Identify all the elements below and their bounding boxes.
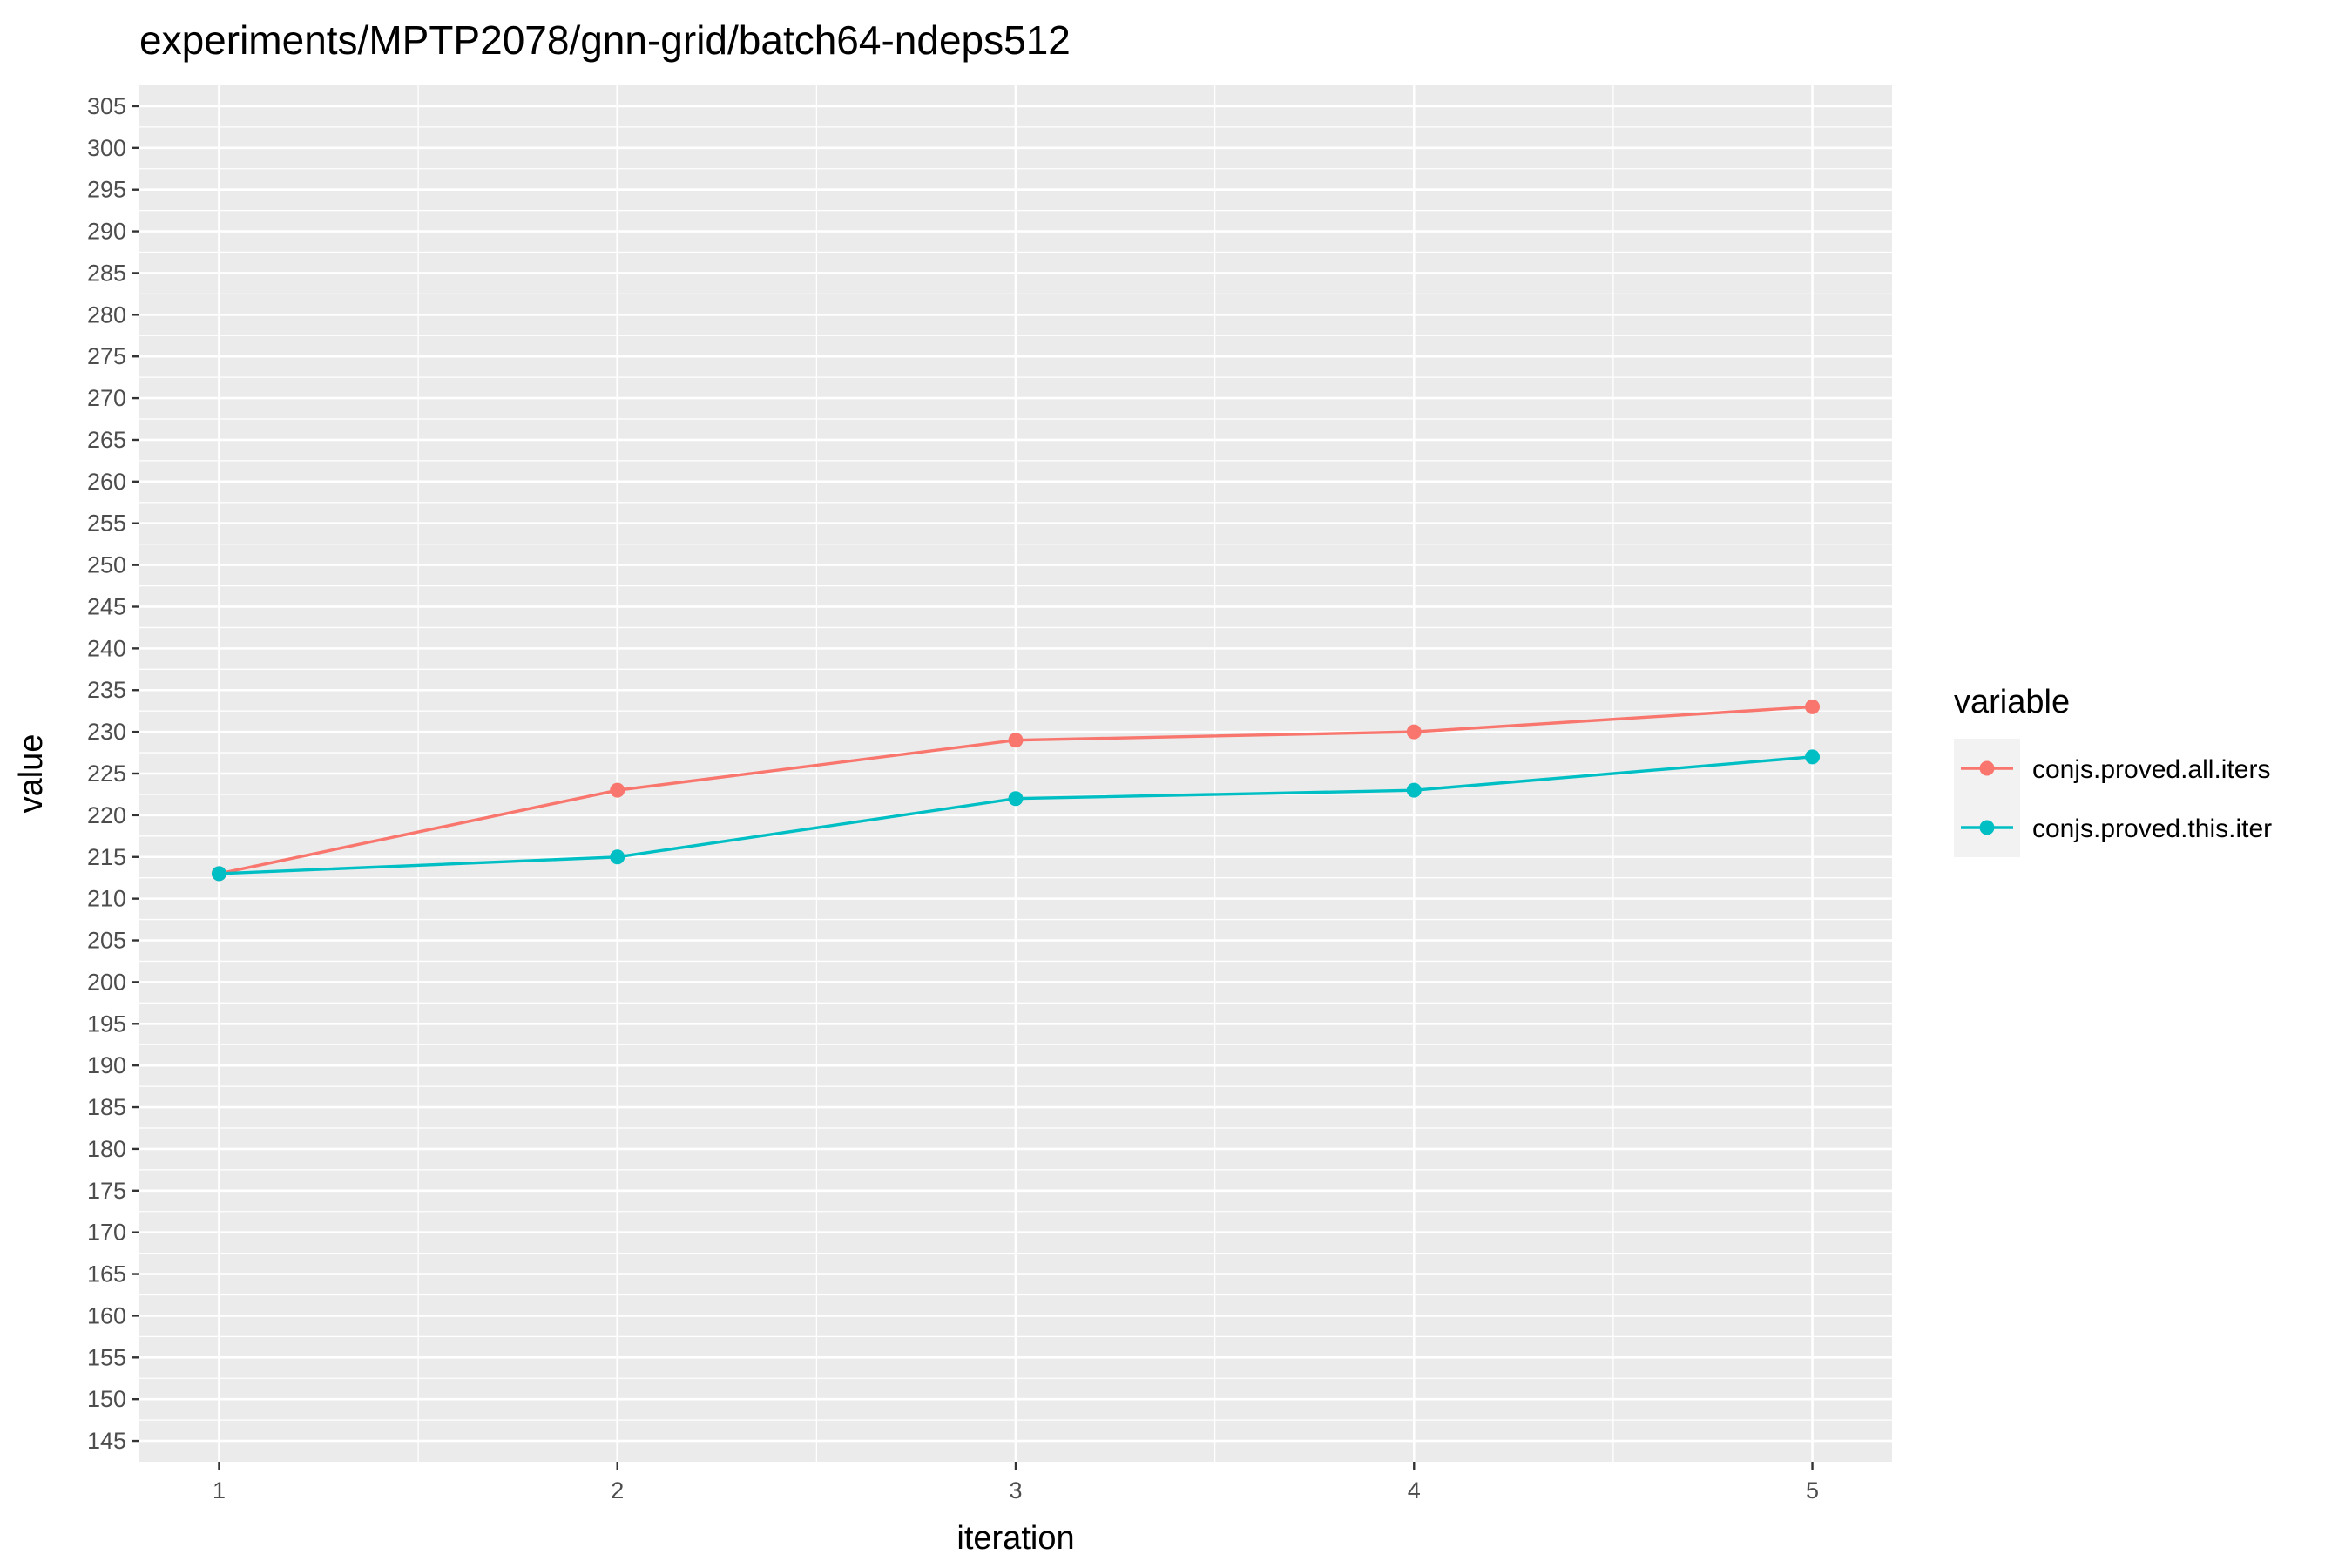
legend-item: conjs.proved.all.iters <box>1954 739 2270 798</box>
y-tick-label: 230 <box>87 719 126 745</box>
x-tick-label: 3 <box>1009 1477 1022 1504</box>
data-point <box>1805 699 1821 714</box>
y-tick-label: 260 <box>87 469 126 495</box>
data-point <box>211 866 226 882</box>
y-tick-label: 295 <box>87 177 126 203</box>
data-point <box>610 782 625 798</box>
legend-key-point <box>1979 820 1995 835</box>
y-tick-label: 250 <box>87 552 126 578</box>
legend-title: variable <box>1954 684 2070 720</box>
y-tick-label: 305 <box>87 93 126 119</box>
y-tick-label: 205 <box>87 928 126 954</box>
y-tick-label: 240 <box>87 635 126 661</box>
y-axis: 145 150 155 160 165 170 175 180 185 190 195 200 205 2… <box>87 93 139 1454</box>
y-tick-label: 185 <box>87 1094 126 1120</box>
chart-title: experiments/MPTP2078/gnn-grid/batch64-nd… <box>139 17 1071 63</box>
y-tick-label: 285 <box>87 260 126 286</box>
x-tick-label: 2 <box>611 1477 624 1504</box>
y-tick-label: 300 <box>87 135 126 161</box>
y-tick-label: 290 <box>87 219 126 245</box>
grid-major <box>139 85 1892 1462</box>
y-tick-label: 235 <box>87 677 126 703</box>
data-point <box>610 849 625 865</box>
series-2 <box>211 749 1821 882</box>
y-axis-title: value <box>13 734 50 814</box>
legend: variable conjs.proved.all.iters conjs.pro… <box>1954 684 2272 857</box>
legend-label: conjs.proved.all.iters <box>2032 755 2270 784</box>
series-layer <box>211 699 1821 882</box>
data-point <box>1406 724 1422 740</box>
y-tick-label: 280 <box>87 301 126 328</box>
x-tick-label: 5 <box>1806 1477 1819 1504</box>
y-tick-label: 215 <box>87 844 126 870</box>
data-point <box>1406 782 1422 798</box>
data-point <box>1008 733 1024 748</box>
legend-label: conjs.proved.this.iter <box>2032 814 2272 843</box>
y-tick-label: 200 <box>87 969 126 995</box>
y-tick-label: 210 <box>87 886 126 912</box>
data-point <box>1008 791 1024 807</box>
y-tick-label: 245 <box>87 593 126 619</box>
y-tick-label: 275 <box>87 343 126 369</box>
x-tick-label: 1 <box>213 1477 226 1504</box>
y-tick-label: 175 <box>87 1178 126 1204</box>
y-tick-label: 180 <box>87 1136 126 1162</box>
y-tick-label: 170 <box>87 1220 126 1246</box>
y-tick-label: 190 <box>87 1052 126 1078</box>
y-tick-label: 145 <box>87 1428 126 1454</box>
legend-key-point <box>1979 760 1995 776</box>
y-tick-label: 195 <box>87 1010 126 1037</box>
y-tick-label: 270 <box>87 385 126 411</box>
y-tick-label: 255 <box>87 510 126 537</box>
y-tick-label: 165 <box>87 1261 126 1288</box>
y-tick-label: 220 <box>87 802 126 828</box>
y-tick-label: 155 <box>87 1344 126 1370</box>
y-tick-label: 160 <box>87 1302 126 1328</box>
y-tick-label: 265 <box>87 427 126 453</box>
x-axis: 1 2 3 4 5 <box>213 1462 1819 1504</box>
legend-item: conjs.proved.this.iter <box>1954 798 2272 857</box>
data-point <box>1805 749 1821 765</box>
y-tick-label: 225 <box>87 760 126 787</box>
x-tick-label: 4 <box>1408 1477 1421 1504</box>
x-axis-title: iteration <box>956 1520 1074 1557</box>
y-tick-label: 150 <box>87 1386 126 1412</box>
